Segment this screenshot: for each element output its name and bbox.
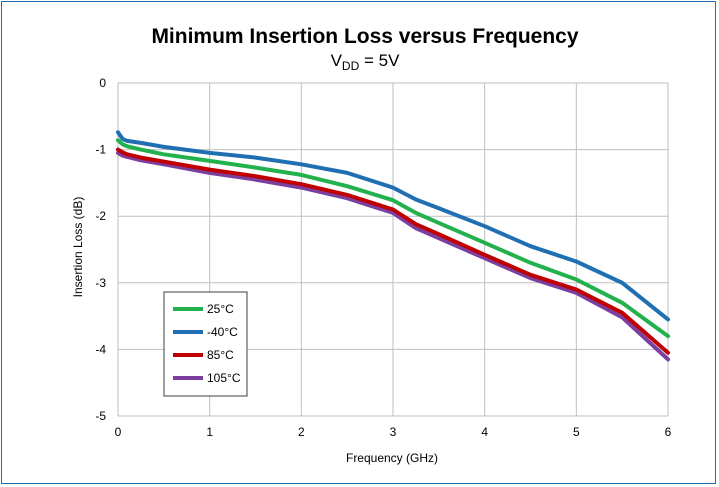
x-tick-label: 2 xyxy=(298,425,305,439)
y-tick-label: -4 xyxy=(95,342,106,356)
legend-label: 85°C xyxy=(207,348,234,362)
x-tick-label: 4 xyxy=(481,425,488,439)
legend: 25°C -40°C 85°C 105°C xyxy=(163,291,248,397)
series-line-2 xyxy=(116,147,670,355)
y-tick-label: -2 xyxy=(95,209,106,223)
y-tick-label: -5 xyxy=(95,409,106,423)
chart-subtitle: VDD = 5V xyxy=(331,51,401,73)
y-tick-label: -3 xyxy=(95,276,106,290)
x-tick-label: 5 xyxy=(573,425,580,439)
x-tick-label: 6 xyxy=(665,425,672,439)
tick-labels: 0 1 2 3 4 5 6 0 -1 -2 -3 -4 -5 xyxy=(95,76,671,439)
x-tick-label: 1 xyxy=(206,425,213,439)
chart-title: Minimum Insertion Loss versus Frequency xyxy=(151,25,578,48)
subtitle-subscript: DD xyxy=(342,59,360,73)
subtitle-rest: = 5V xyxy=(359,51,400,70)
y-tick-label: 0 xyxy=(99,76,106,90)
series-line-3 xyxy=(116,150,670,362)
x-tick-label: 0 xyxy=(115,425,122,439)
series-line-1 xyxy=(116,130,670,322)
legend-label: 25°C xyxy=(207,302,234,316)
y-tick-label: -1 xyxy=(95,143,106,157)
series-line-0 xyxy=(116,138,670,339)
legend-label: -40°C xyxy=(207,325,238,339)
legend-label: 105°C xyxy=(207,371,241,385)
x-axis-label: Frequency (GHz) xyxy=(346,451,438,465)
series-layer xyxy=(116,130,670,362)
y-axis-label: Insertion Loss (dB) xyxy=(71,197,85,298)
x-tick-label: 3 xyxy=(390,425,397,439)
subtitle-main: V xyxy=(331,51,343,70)
